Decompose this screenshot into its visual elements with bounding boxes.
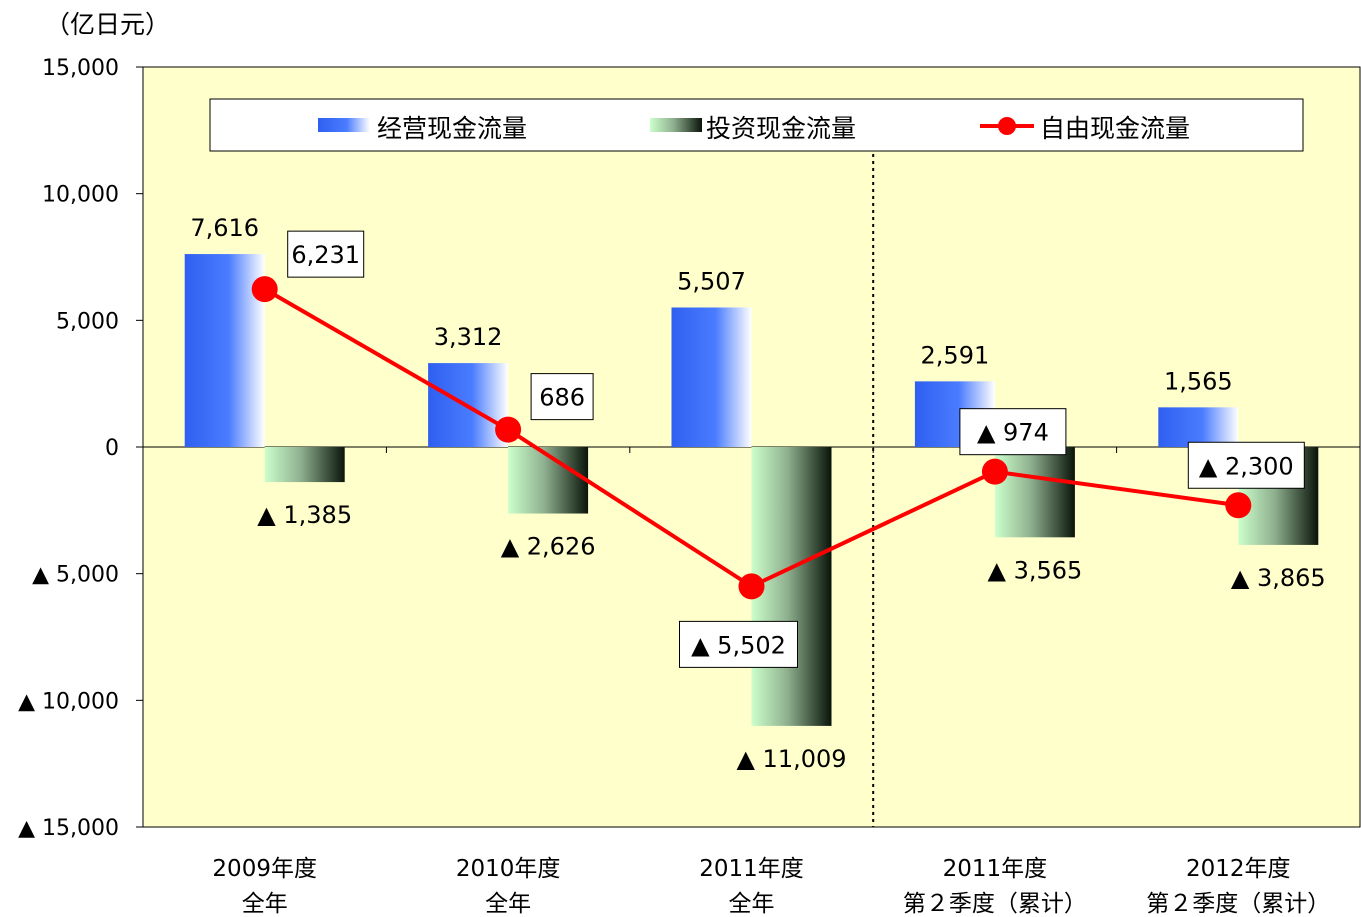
free-cash-flow-label: ▲ 2,300 bbox=[1199, 452, 1294, 480]
y-axis: 15,000 10,000 5,000 0 ▲ 5,000 ▲ 10,000 ▲ 15,00… bbox=[18, 56, 1360, 841]
free-cash-flow-label: ▲ 974 bbox=[977, 419, 1049, 447]
legend-swatch-operating bbox=[318, 118, 370, 132]
free-cash-flow-label: 6,231 bbox=[291, 241, 360, 269]
y-tick-label: 10,000 bbox=[42, 183, 119, 208]
investing-bar bbox=[994, 447, 1075, 538]
y-tick-label: ▲ 5,000 bbox=[32, 563, 119, 588]
free-cash-flow-point bbox=[1225, 492, 1252, 519]
investing-bar bbox=[751, 447, 832, 726]
x-label-line2: 全年 bbox=[485, 891, 531, 917]
investing-bar-label: ▲ 3,565 bbox=[988, 556, 1083, 584]
investing-bar-label: ▲ 11,009 bbox=[736, 745, 846, 773]
x-label-line1: 2009年度 bbox=[212, 856, 317, 882]
free-cash-flow-point bbox=[738, 573, 765, 600]
investing-bar-label: ▲ 2,626 bbox=[501, 533, 596, 561]
x-label-line2: 全年 bbox=[729, 891, 775, 917]
legend-box bbox=[209, 98, 1304, 152]
free-cash-flow-label: 686 bbox=[539, 384, 585, 412]
operating-bar-label: 5,507 bbox=[677, 267, 746, 295]
x-label-line2: 全年 bbox=[242, 891, 288, 917]
free-cash-flow-line bbox=[251, 276, 1252, 600]
operating-bar-label: 3,312 bbox=[434, 323, 503, 351]
free-cash-flow-point bbox=[251, 276, 278, 303]
operating-bar-label: 1,565 bbox=[1164, 367, 1233, 395]
bars bbox=[184, 254, 1319, 726]
y-tick-label: ▲ 10,000 bbox=[18, 689, 119, 714]
free-cash-flow-point bbox=[981, 458, 1008, 485]
operating-bar-label: 2,591 bbox=[921, 341, 990, 369]
x-label-line1: 2011年度 bbox=[699, 856, 804, 882]
y-tick-label: ▲ 15,000 bbox=[18, 816, 119, 841]
y-tick-label: 0 bbox=[105, 436, 119, 461]
operating-bar bbox=[671, 307, 752, 447]
free-cash-flow-label-box bbox=[679, 620, 798, 668]
x-label-line1: 2012年度 bbox=[1186, 856, 1291, 882]
x-label-line1: 2011年度 bbox=[943, 856, 1048, 882]
free-cash-flow-label-box bbox=[959, 408, 1067, 456]
legend-label-operating: 经营现金流量 bbox=[377, 114, 527, 143]
legend-swatch-investing bbox=[650, 118, 702, 132]
legend-label-investing: 投资现金流量 bbox=[706, 114, 856, 143]
unit-label: （亿日元） bbox=[45, 10, 170, 39]
x-label-line2: 第２季度（累计） bbox=[903, 891, 1087, 917]
investing-bar-label: ▲ 1,385 bbox=[257, 501, 352, 529]
free-cash-flow-label-box bbox=[287, 230, 365, 278]
free-cash-flow-label-box bbox=[530, 373, 594, 421]
x-label-line2: 第２季度（累计） bbox=[1146, 891, 1330, 917]
x-label-line1: 2010年度 bbox=[456, 856, 561, 882]
free-cash-flow-point bbox=[495, 416, 522, 443]
operating-bar bbox=[1158, 407, 1239, 447]
x-axis: 2009年度全年2010年度全年2011年度全年2011年度第２季度（累计）20… bbox=[212, 856, 1330, 917]
legend: 经营现金流量 投资现金流量 自由现金流量 bbox=[209, 98, 1304, 152]
data-labels: 7,616 3,312 5,507 2,591 1,565 ▲ 1,385 ▲ 2,626 ▲… bbox=[190, 214, 1325, 773]
legend-swatch-free-marker bbox=[998, 117, 1016, 135]
y-tick-label: 15,000 bbox=[42, 56, 119, 81]
investing-bar bbox=[264, 447, 345, 483]
investing-bar bbox=[508, 447, 589, 514]
operating-bar-label: 7,616 bbox=[190, 214, 259, 242]
free-cash-flow-label: ▲ 5,502 bbox=[691, 631, 786, 659]
y-tick-label: 5,000 bbox=[56, 309, 119, 334]
operating-bar bbox=[184, 254, 265, 447]
legend-label-free: 自由现金流量 bbox=[1040, 114, 1190, 143]
investing-bar-label: ▲ 3,865 bbox=[1231, 564, 1326, 592]
free-cash-flow-label-box bbox=[1187, 441, 1305, 489]
